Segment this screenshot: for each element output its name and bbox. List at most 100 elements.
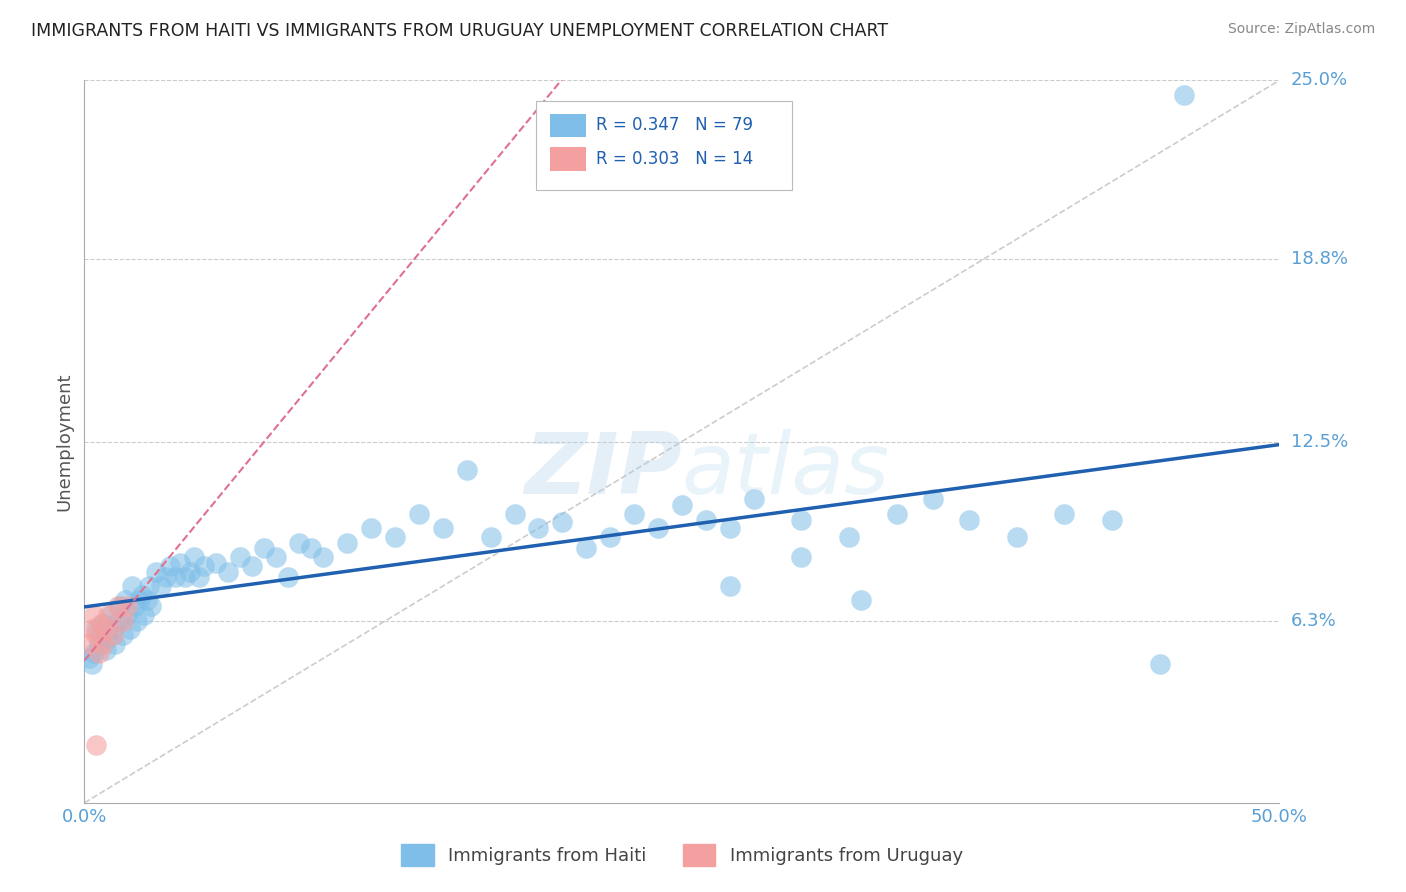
Point bbox=[240, 558, 263, 573]
Point bbox=[135, 593, 157, 607]
Point bbox=[575, 541, 598, 556]
Point bbox=[623, 507, 645, 521]
Point bbox=[1173, 87, 1195, 102]
Point bbox=[117, 599, 139, 614]
Point bbox=[1053, 507, 1076, 521]
Point bbox=[107, 599, 129, 614]
Point bbox=[790, 512, 813, 526]
FancyBboxPatch shape bbox=[536, 101, 792, 190]
Point bbox=[790, 550, 813, 565]
Text: 6.3%: 6.3% bbox=[1291, 612, 1336, 630]
Legend: Immigrants from Haiti, Immigrants from Uruguay: Immigrants from Haiti, Immigrants from U… bbox=[394, 837, 970, 873]
Point bbox=[217, 565, 239, 579]
Point bbox=[93, 616, 115, 631]
Point bbox=[551, 516, 574, 530]
Point bbox=[671, 498, 693, 512]
Point bbox=[253, 541, 276, 556]
Bar bbox=[551, 147, 586, 170]
Point bbox=[229, 550, 252, 565]
Text: IMMIGRANTS FROM HAITI VS IMMIGRANTS FROM URUGUAY UNEMPLOYMENT CORRELATION CHART: IMMIGRANTS FROM HAITI VS IMMIGRANTS FROM… bbox=[31, 22, 889, 40]
Point bbox=[336, 535, 359, 549]
Point bbox=[718, 579, 741, 593]
Text: 18.8%: 18.8% bbox=[1291, 251, 1347, 268]
Point bbox=[312, 550, 335, 565]
Point bbox=[118, 623, 141, 637]
Point bbox=[132, 607, 156, 622]
Point bbox=[647, 521, 669, 535]
Point bbox=[111, 628, 134, 642]
Text: atlas: atlas bbox=[682, 429, 890, 512]
Point bbox=[264, 550, 287, 565]
Point bbox=[86, 623, 108, 637]
Point bbox=[479, 530, 502, 544]
Point bbox=[124, 599, 146, 614]
Point bbox=[527, 521, 550, 535]
Point bbox=[159, 558, 181, 573]
Text: ZIP: ZIP bbox=[524, 429, 682, 512]
Point bbox=[83, 646, 105, 660]
Point bbox=[149, 579, 172, 593]
Point bbox=[86, 628, 108, 642]
Point bbox=[288, 535, 311, 549]
Point bbox=[205, 556, 228, 570]
Point bbox=[86, 738, 108, 752]
Point bbox=[114, 593, 136, 607]
Point bbox=[169, 556, 191, 570]
Bar bbox=[551, 113, 586, 136]
Point bbox=[80, 623, 103, 637]
Point bbox=[110, 599, 132, 614]
Point bbox=[145, 565, 167, 579]
Point bbox=[301, 541, 323, 556]
Point bbox=[188, 570, 211, 584]
Point bbox=[155, 570, 177, 584]
Point bbox=[97, 631, 120, 645]
Point bbox=[695, 512, 717, 526]
Point bbox=[1149, 657, 1171, 671]
Point bbox=[121, 579, 143, 593]
Text: R = 0.303   N = 14: R = 0.303 N = 14 bbox=[596, 150, 754, 168]
Point bbox=[408, 507, 430, 521]
Point bbox=[93, 637, 115, 651]
Point bbox=[384, 530, 406, 544]
Point bbox=[80, 657, 103, 671]
Point bbox=[111, 614, 134, 628]
Point bbox=[101, 623, 124, 637]
Point bbox=[77, 651, 100, 665]
Point bbox=[922, 492, 945, 507]
Point bbox=[838, 530, 860, 544]
Text: 25.0%: 25.0% bbox=[1291, 71, 1348, 89]
Point bbox=[957, 512, 980, 526]
Point bbox=[742, 492, 765, 507]
Point bbox=[599, 530, 621, 544]
Point bbox=[1101, 512, 1123, 526]
Point bbox=[90, 616, 112, 631]
Point bbox=[173, 570, 195, 584]
Point bbox=[94, 642, 117, 657]
Point bbox=[432, 521, 454, 535]
Point bbox=[277, 570, 299, 584]
Point bbox=[87, 637, 110, 651]
Point bbox=[97, 607, 120, 622]
Point bbox=[128, 593, 150, 607]
Point bbox=[193, 558, 215, 573]
Point bbox=[104, 637, 127, 651]
Point bbox=[456, 463, 478, 477]
Point bbox=[851, 593, 873, 607]
Point bbox=[165, 570, 187, 584]
Point bbox=[131, 588, 153, 602]
Point bbox=[90, 628, 112, 642]
Point bbox=[94, 623, 117, 637]
Point bbox=[125, 614, 148, 628]
Point bbox=[101, 628, 124, 642]
Point bbox=[77, 637, 100, 651]
Point bbox=[100, 607, 122, 622]
Point bbox=[83, 607, 105, 622]
Text: Source: ZipAtlas.com: Source: ZipAtlas.com bbox=[1227, 22, 1375, 37]
Point bbox=[718, 521, 741, 535]
Point bbox=[886, 507, 908, 521]
Point bbox=[1005, 530, 1028, 544]
Point bbox=[183, 550, 205, 565]
Text: R = 0.347   N = 79: R = 0.347 N = 79 bbox=[596, 116, 752, 134]
Point bbox=[179, 565, 201, 579]
Point bbox=[107, 614, 129, 628]
